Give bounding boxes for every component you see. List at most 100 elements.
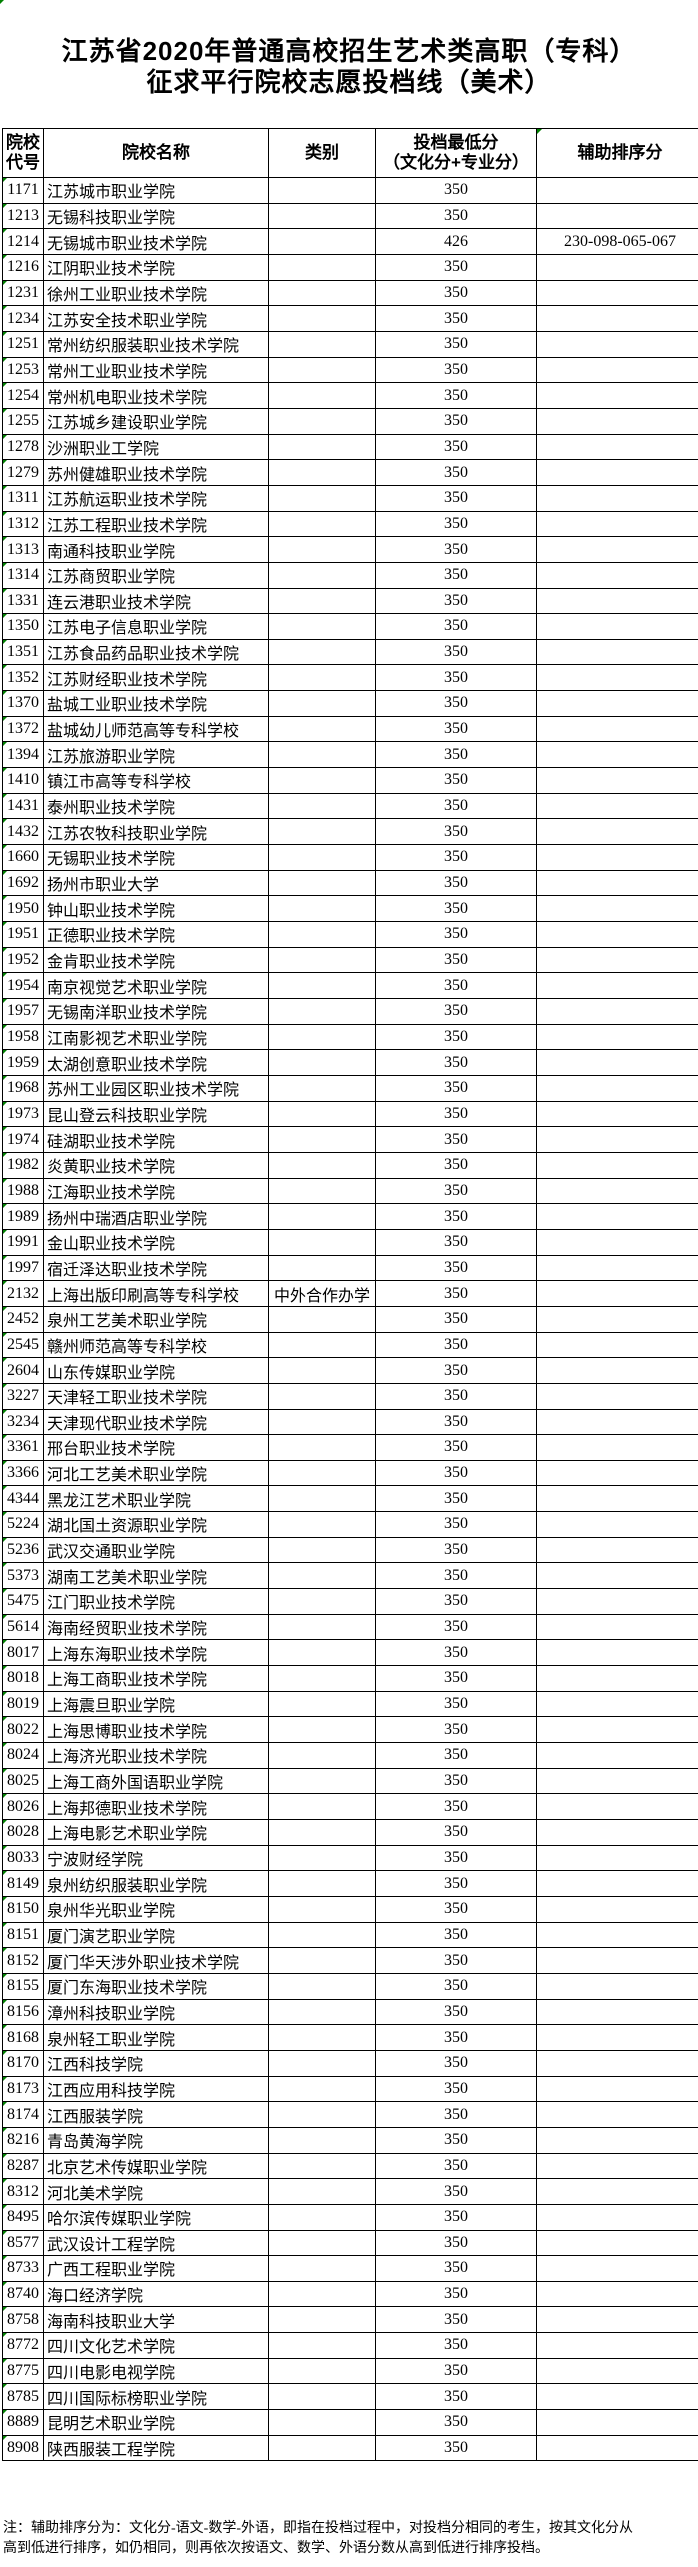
cell-name: 宿迁泽达职业技术学院 bbox=[43, 1254, 269, 1282]
cell-score: 350 bbox=[375, 2357, 537, 2385]
cell-name: 无锡城市职业技术学院 bbox=[43, 228, 269, 255]
cell-aux bbox=[536, 356, 698, 384]
cell-aux bbox=[536, 1793, 698, 1820]
table-row: 1660 无锡职业技术学院 350 bbox=[2, 844, 698, 871]
excel-green-marker bbox=[3, 1486, 7, 1491]
table-row: 5614 海南经贸职业技术学院 350 bbox=[2, 1613, 698, 1641]
cell-code: 8022 bbox=[2, 1716, 44, 1744]
cell-score: 350 bbox=[375, 1100, 537, 1128]
cell-category bbox=[268, 1536, 376, 1564]
cell-code: 8024 bbox=[2, 1742, 44, 1769]
table-row: 8155 厦门东海职业技术学院 350 bbox=[2, 1972, 698, 2000]
cell-category bbox=[268, 1844, 376, 1872]
cell-name: 江苏食品药品职业技术学院 bbox=[43, 638, 269, 666]
cell-aux bbox=[536, 1280, 698, 1307]
cell-code: 1255 bbox=[2, 407, 44, 435]
cell-name: 炎黄职业技术学院 bbox=[43, 1151, 269, 1179]
cell-aux bbox=[536, 1998, 698, 2026]
cell-category bbox=[268, 1254, 376, 1282]
cell-code: 1394 bbox=[2, 741, 44, 769]
column-header-code: 院校 代号 bbox=[2, 128, 44, 178]
cell-score: 350 bbox=[375, 2203, 537, 2231]
cell-aux bbox=[536, 1074, 698, 1102]
cell-aux bbox=[536, 895, 698, 923]
cell-name: 江苏城乡建设职业学院 bbox=[43, 407, 269, 435]
excel-green-marker bbox=[3, 1461, 7, 1465]
cell-aux bbox=[536, 305, 698, 332]
table-row: 8577 武汉设计工程学院 350 bbox=[2, 2229, 698, 2257]
cell-aux bbox=[536, 1305, 698, 1333]
cell-category bbox=[268, 1305, 376, 1333]
cell-aux bbox=[536, 1639, 698, 1667]
cell-code: 1989 bbox=[2, 1203, 44, 1230]
table-row: 1312 江苏工程职业技术学院 350 bbox=[2, 510, 698, 538]
cell-code: 1254 bbox=[2, 382, 44, 409]
excel-green-marker bbox=[3, 2205, 7, 2209]
cell-aux bbox=[536, 1895, 698, 1923]
cell-category bbox=[268, 2306, 376, 2334]
cell-score: 350 bbox=[375, 330, 537, 358]
cell-aux bbox=[536, 2434, 698, 2462]
cell-score: 350 bbox=[375, 2152, 537, 2180]
excel-green-marker bbox=[3, 1871, 7, 1876]
cell-name: 苏州工业园区职业技术学院 bbox=[43, 1074, 269, 1102]
cell-name: 江苏财经职业技术学院 bbox=[43, 664, 269, 692]
cell-code: 1314 bbox=[2, 561, 44, 589]
cell-code: 8287 bbox=[2, 2152, 44, 2180]
excel-green-marker bbox=[3, 665, 7, 670]
cell-name: 天津轻工职业技术学院 bbox=[43, 1382, 269, 1410]
excel-green-marker bbox=[3, 2128, 7, 2132]
cell-name: 江苏电子信息职业学院 bbox=[43, 613, 269, 640]
cell-code: 1279 bbox=[2, 459, 44, 486]
excel-green-marker bbox=[3, 1025, 7, 1029]
cell-aux bbox=[536, 613, 698, 640]
excel-green-marker bbox=[3, 1589, 7, 1594]
cell-code: 5236 bbox=[2, 1536, 44, 1564]
cell-aux bbox=[536, 1357, 698, 1384]
cell-score: 350 bbox=[375, 459, 537, 486]
excel-green-marker bbox=[3, 1256, 7, 1260]
cell-name: 镇江市高等专科学校 bbox=[43, 767, 269, 794]
cell-score: 350 bbox=[375, 407, 537, 435]
cell-category bbox=[268, 1998, 376, 2026]
cell-aux bbox=[536, 2126, 698, 2154]
cell-aux bbox=[536, 459, 698, 486]
cell-code: 8174 bbox=[2, 2101, 44, 2128]
cell-score: 350 bbox=[375, 741, 537, 769]
cell-category bbox=[268, 433, 376, 461]
cell-category bbox=[268, 2409, 376, 2436]
cell-code: 5224 bbox=[2, 1511, 44, 1538]
table-row: 1950 钟山职业技术学院 350 bbox=[2, 895, 698, 923]
cell-category bbox=[268, 1767, 376, 1795]
cell-code: 1974 bbox=[2, 1126, 44, 1153]
table-row: 1394 江苏旅游职业学院 350 bbox=[2, 741, 698, 769]
cell-name: 江苏商贸职业学院 bbox=[43, 561, 269, 589]
cell-aux bbox=[536, 2049, 698, 2077]
table-row: 8174 江西服装学院 350 bbox=[2, 2101, 698, 2128]
excel-green-marker bbox=[3, 409, 7, 413]
table-row: 8149 泉州纺织服装职业学院 350 bbox=[2, 1870, 698, 1897]
cell-score: 350 bbox=[375, 844, 537, 871]
cell-name: 太湖创意职业技术学院 bbox=[43, 1049, 269, 1076]
excel-green-marker bbox=[3, 1897, 7, 1901]
cell-name: 上海震旦职业学院 bbox=[43, 1690, 269, 1718]
table-row: 5224 湖北国土资源职业学院 350 bbox=[2, 1511, 698, 1538]
cell-code: 1312 bbox=[2, 510, 44, 538]
cell-name: 赣州师范高等专科学校 bbox=[43, 1331, 269, 1359]
cell-score: 350 bbox=[375, 1382, 537, 1410]
cell-name: 江西应用科技学院 bbox=[43, 2075, 269, 2103]
cell-name: 苏州健雄职业技术学院 bbox=[43, 459, 269, 486]
cell-score: 350 bbox=[375, 767, 537, 794]
table-row: 1216 江阴职业技术学院 350 bbox=[2, 253, 698, 281]
cell-category bbox=[268, 1742, 376, 1769]
cell-name: 河北工艺美术职业学院 bbox=[43, 1459, 269, 1487]
cell-name: 江苏安全技术职业学院 bbox=[43, 305, 269, 332]
cell-name: 武汉设计工程学院 bbox=[43, 2229, 269, 2257]
cell-aux bbox=[536, 1434, 698, 1461]
excel-green-marker bbox=[3, 1127, 7, 1132]
cell-name: 厦门华天涉外职业技术学院 bbox=[43, 1947, 269, 1974]
table-row: 1352 江苏财经职业技术学院 350 bbox=[2, 664, 698, 692]
page-title-line-1: 江苏省2020年普通高校招生艺术类高职（专科） bbox=[61, 36, 637, 66]
cell-category bbox=[268, 1895, 376, 1923]
cell-aux bbox=[536, 561, 698, 589]
